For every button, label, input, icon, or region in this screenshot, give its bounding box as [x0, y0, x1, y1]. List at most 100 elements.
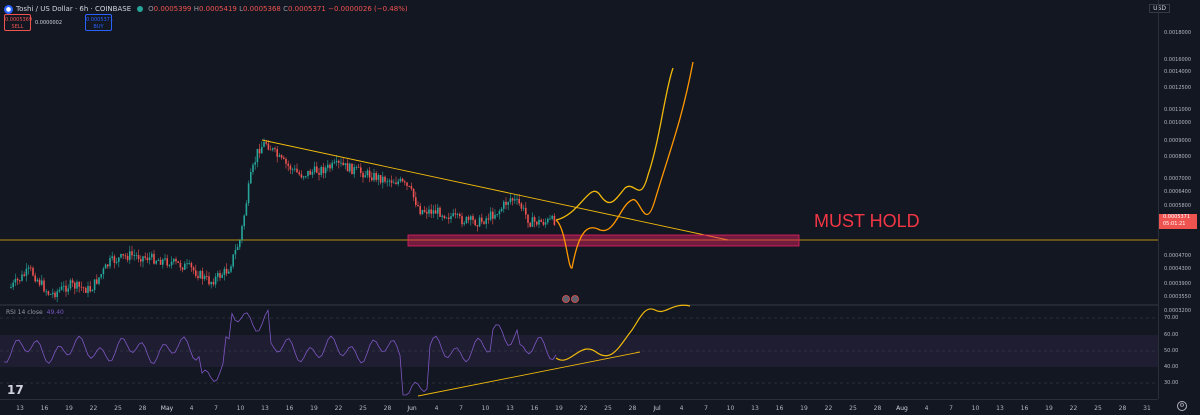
candle-body [357, 166, 360, 168]
time-tick: 19 [1045, 405, 1053, 412]
time-tick: 28 [873, 405, 882, 412]
candle-body [43, 280, 45, 292]
buy-button[interactable]: 0.0005371 BUY [85, 14, 113, 31]
candle-body [245, 203, 248, 216]
candle-body [223, 268, 226, 275]
candle-body [540, 219, 542, 222]
candle-body [333, 162, 336, 164]
candle-body [135, 255, 138, 256]
candle-body [256, 148, 259, 163]
candle-body [474, 219, 476, 226]
candle-body [104, 264, 107, 269]
ohlc-high: 0.0005419 [199, 5, 237, 13]
candle-body [120, 253, 122, 258]
time-tick: 31 [1143, 405, 1151, 412]
candle-body [445, 217, 448, 219]
time-tick: 19 [65, 405, 73, 412]
currency-selector[interactable]: USD [1149, 4, 1170, 13]
candle-body [122, 253, 124, 256]
candle-body [478, 217, 481, 227]
candle-body [16, 278, 19, 281]
candle-body [412, 188, 415, 198]
candle-body [274, 148, 276, 150]
time-tick: 7 [459, 405, 463, 412]
time-tick: 4 [189, 405, 194, 412]
rsi-projection-path [555, 304, 691, 361]
candle-body [511, 198, 514, 201]
time-tick: Aug [896, 405, 908, 412]
candle-body [434, 210, 437, 214]
candle-body [45, 291, 47, 293]
candle-body [201, 271, 204, 279]
time-tick: 25 [359, 405, 367, 412]
time-tick: 25 [114, 405, 122, 412]
candle-body [397, 181, 399, 185]
candle-body [87, 286, 89, 293]
symbol-title[interactable]: Toshi / US Dollar · 6h · COINBASE [16, 5, 132, 13]
ohlc-low: 0.0005368 [243, 5, 281, 13]
candle-body [258, 148, 261, 154]
rsi-legend[interactable]: RSI 14 close 49.40 [6, 309, 64, 316]
candle-body [525, 207, 527, 215]
time-tick: 28 [1118, 405, 1127, 412]
time-tick: 25 [604, 405, 612, 412]
candle-body [203, 275, 206, 279]
candle-body [170, 261, 173, 266]
time-tick: 16 [40, 405, 49, 412]
spread-value: 0.0000002 [35, 20, 63, 26]
candle-body [195, 270, 197, 276]
time-tick: 22 [334, 405, 343, 412]
candle-body [498, 211, 501, 215]
candle-body [426, 211, 428, 214]
candle-body [467, 216, 470, 220]
buy-label: BUY [93, 23, 104, 30]
candle-body [67, 288, 69, 292]
sell-button[interactable]: 0.0005369 SELL [4, 14, 32, 31]
candle-body [133, 255, 135, 257]
candle-body [208, 276, 210, 285]
candle-body [239, 240, 241, 248]
candle-body [388, 180, 391, 182]
time-tick: 7 [214, 405, 218, 412]
time-tick: 28 [628, 405, 637, 412]
candle-body [373, 172, 375, 181]
candle-body [494, 214, 496, 219]
ohlc-open: 0.0005399 [153, 5, 192, 13]
candle-body [137, 255, 140, 260]
candle-body [175, 258, 177, 262]
candle-body [461, 216, 463, 225]
candle-body [151, 253, 153, 258]
candle-body [518, 198, 520, 204]
price-tick: 0.0003550 [1164, 294, 1192, 300]
candle-body [551, 215, 553, 219]
must-hold-annotation[interactable]: MUST HOLD [814, 211, 920, 231]
candle-body [408, 185, 410, 187]
time-axis[interactable]: 13 16 19 22 25 28 May 4 7 10 13 16 19 22 25 28 Jun 4 7 10 13… [0, 399, 1158, 415]
candle-body [250, 172, 252, 184]
time-tick: 28 [138, 405, 147, 412]
candle-body [155, 261, 157, 264]
candle-body [368, 170, 371, 178]
candle-body [465, 216, 468, 224]
price-tick: 0.0018000 [1164, 30, 1192, 36]
candle-body [32, 267, 34, 276]
price-axis[interactable]: 0.0018000 0.0016000 0.0014000 0.0012500 0.00… [1158, 0, 1200, 399]
time-tick: 16 [285, 405, 294, 412]
candle-body [318, 172, 320, 175]
time-tick: 10 [971, 405, 980, 412]
time-tick: 13 [996, 405, 1004, 412]
candle-body [401, 178, 404, 182]
candle-body [142, 256, 144, 262]
candle-body [96, 279, 98, 284]
candle-body [450, 216, 452, 219]
candle-body [322, 166, 325, 174]
candle-body [184, 263, 186, 270]
sell-label: SELL [11, 23, 24, 30]
candle-body [437, 207, 439, 214]
candle-body [126, 256, 129, 260]
candle-body [247, 183, 250, 204]
tradingview-logo-icon[interactable]: 17 [7, 383, 24, 397]
settings-icon[interactable]: ⚙ [1177, 401, 1187, 411]
